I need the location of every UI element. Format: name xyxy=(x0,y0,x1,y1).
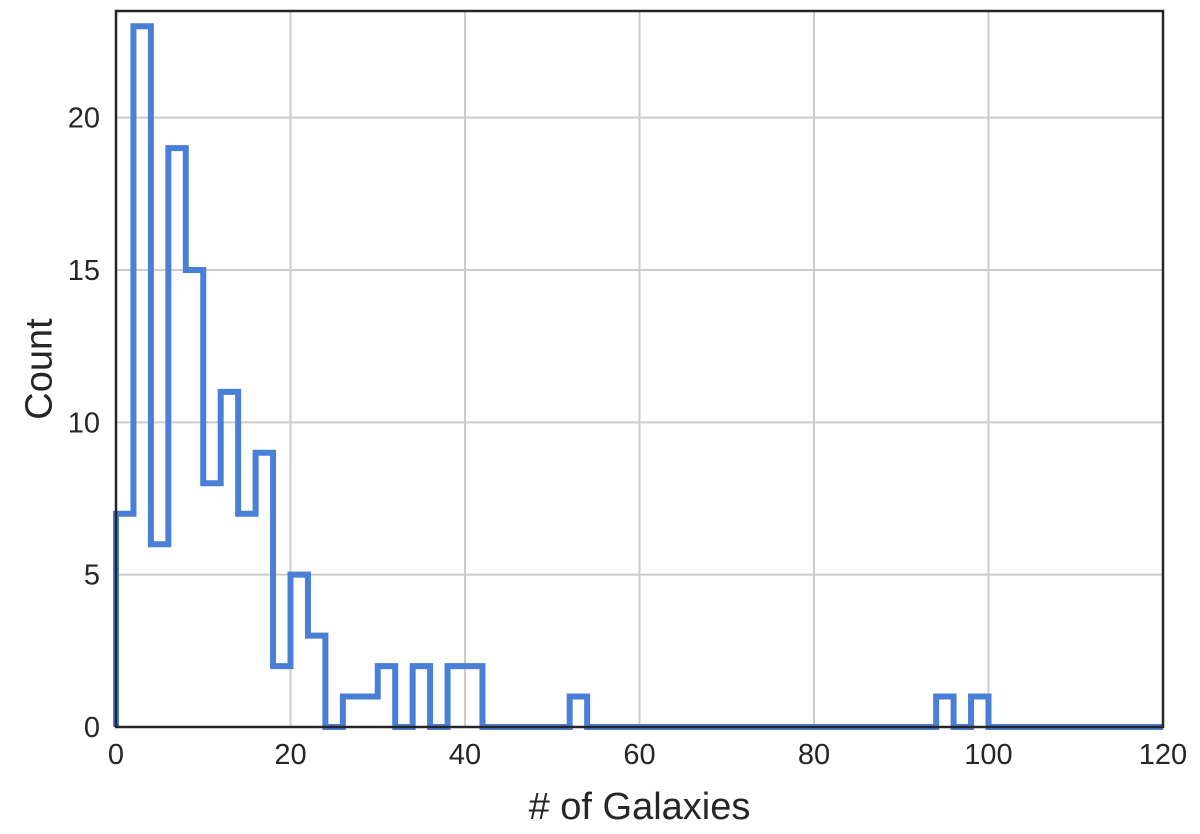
histogram-bin xyxy=(360,697,377,727)
x-tick-label: 20 xyxy=(274,739,306,771)
plot-frame xyxy=(114,9,1165,729)
histogram-bin xyxy=(238,514,255,727)
x-tick-label: 60 xyxy=(623,739,655,771)
x-tick-label: 0 xyxy=(108,739,124,771)
histogram-bin xyxy=(151,544,168,727)
y-tick-label: 20 xyxy=(68,103,100,135)
x-axis-label: # of Galaxies xyxy=(529,786,751,828)
histogram-bins xyxy=(116,26,989,727)
y-axis-label: Count xyxy=(18,318,60,420)
y-axis-ticks: 0 5 10 15 20 xyxy=(68,103,100,744)
x-tick-label: 100 xyxy=(964,739,1012,771)
histogram-bin xyxy=(273,666,290,727)
x-tick-label: 80 xyxy=(798,739,830,771)
x-axis-ticks: 0 20 40 60 80 100 120 xyxy=(108,739,1187,771)
grid-lines xyxy=(115,11,1164,728)
x-tick-label: 120 xyxy=(1139,739,1187,771)
y-tick-label: 5 xyxy=(84,560,100,592)
y-tick-label: 15 xyxy=(68,255,100,287)
histogram-bin xyxy=(203,483,220,727)
y-tick-label: 0 xyxy=(84,712,100,744)
y-tick-label: 10 xyxy=(68,407,100,439)
x-tick-label: 40 xyxy=(449,739,481,771)
